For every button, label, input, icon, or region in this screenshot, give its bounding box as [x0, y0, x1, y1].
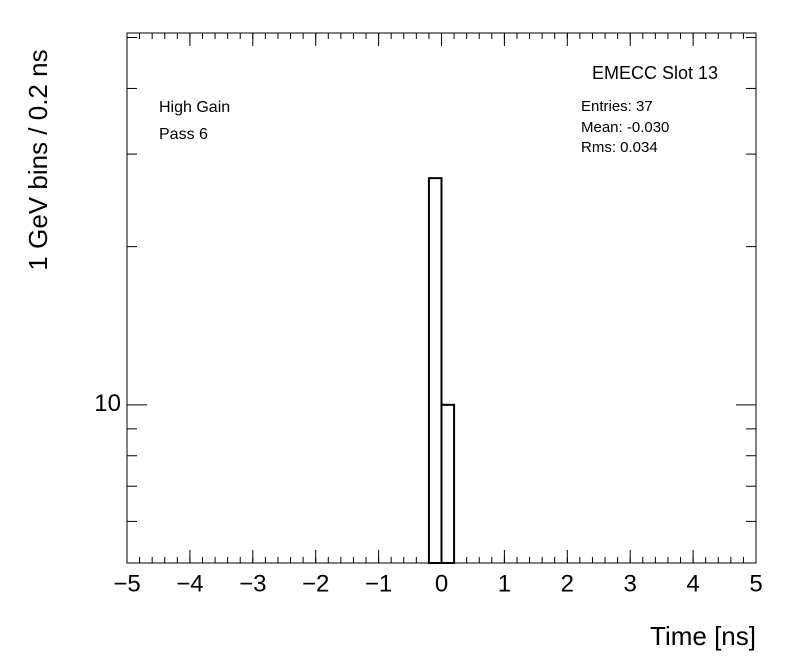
x-tick-label: −4	[176, 570, 203, 597]
x-tick-label: 2	[561, 570, 574, 597]
x-tick-label: −1	[365, 570, 392, 597]
x-tick-label: 5	[749, 570, 762, 597]
x-tick-label: −3	[239, 570, 266, 597]
x-tick-label: −2	[302, 570, 329, 597]
stat-entries: Entries: 37	[581, 98, 653, 115]
y-tick-label: 10	[94, 390, 121, 417]
x-tick-label: 1	[498, 570, 511, 597]
histogram-bar	[427, 177, 443, 564]
stat-mean: Mean: -0.030	[581, 119, 669, 136]
x-tick-label: 3	[624, 570, 637, 597]
x-tick-label: 4	[686, 570, 699, 597]
x-axis-label: Time [ns]	[650, 621, 756, 651]
stat-rms: Rms: 0.034	[581, 139, 658, 156]
histogram-bar	[440, 403, 456, 564]
x-tick-label: −5	[113, 570, 140, 597]
chart-title: EMECC Slot 13	[592, 63, 718, 83]
x-tick-label: 0	[435, 570, 448, 597]
annotation: High Gain	[159, 99, 230, 116]
y-axis-label: 1 GeV bins / 0.2 ns	[23, 49, 53, 270]
annotation: Pass 6	[159, 126, 208, 143]
